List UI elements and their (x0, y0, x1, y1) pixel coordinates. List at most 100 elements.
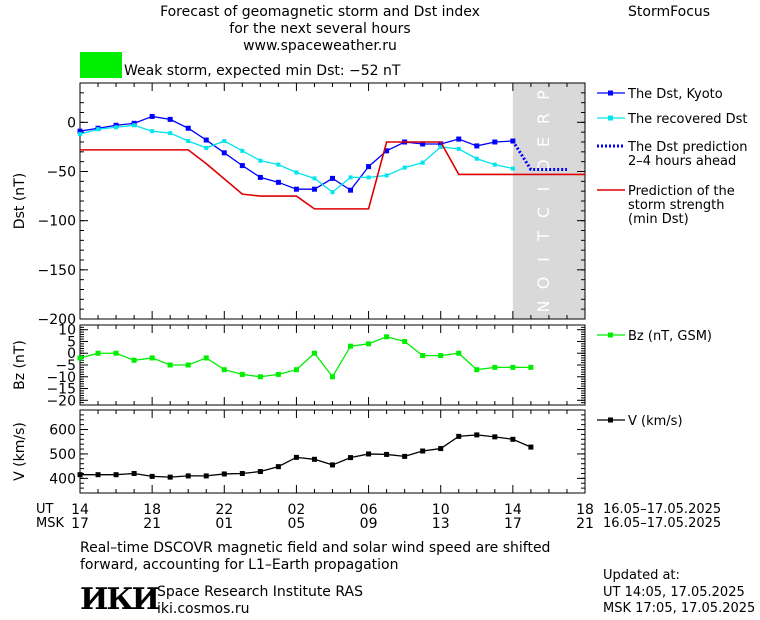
ut-tick-label: 02 (288, 502, 306, 518)
prediction-letter: R (534, 113, 553, 124)
data-point (185, 125, 191, 131)
propagation-note-line-2: forward, accounting for L1–Earth propaga… (80, 557, 399, 573)
data-point (384, 148, 390, 154)
data-point (239, 163, 245, 169)
data-point (311, 456, 317, 462)
ut-axis-label: UT (36, 502, 54, 517)
msk-tick-label: 17 (71, 516, 89, 532)
data-point (131, 470, 137, 476)
data-point (131, 357, 137, 363)
data-point (438, 446, 444, 452)
data-point (330, 190, 335, 195)
data-point (257, 469, 263, 475)
plot-frame (79, 82, 586, 320)
ut-date-range: 16.05–17.05.2025 (603, 502, 722, 517)
data-point (402, 338, 408, 344)
storm-status-text: Weak storm, expected min Dst: −52 nT (124, 63, 401, 79)
data-point (167, 116, 173, 122)
data-point (221, 471, 227, 477)
iki-logo: ИКИ (80, 582, 160, 617)
ut-tick-label: 18 (143, 502, 161, 518)
data-point (330, 175, 335, 181)
legend-storm-strength-text: storm strength (628, 198, 725, 213)
series-line (79, 115, 513, 192)
series-line (79, 124, 513, 193)
data-point (257, 374, 263, 380)
data-point (203, 137, 209, 143)
series-line (80, 141, 585, 210)
msk-tick-label: 17 (504, 516, 522, 532)
data-point (474, 156, 479, 161)
legend-dst-kyoto-marker (608, 90, 613, 96)
prediction-letter: C (534, 207, 553, 218)
data-point (402, 453, 408, 459)
data-point (456, 433, 462, 439)
data-point (293, 186, 299, 192)
data-point (420, 160, 425, 165)
data-point (239, 470, 245, 476)
series-line (511, 140, 567, 172)
data-point (384, 334, 390, 340)
legend-recovered-dst-text: The recovered Dst (627, 112, 747, 127)
data-point (149, 113, 155, 119)
prediction-letter: P (534, 90, 553, 100)
data-point (257, 174, 263, 180)
chart-title-line-2: for the next several hours (229, 21, 411, 37)
y-tick-label: 0 (67, 115, 76, 131)
data-point (456, 350, 462, 356)
prediction-letter: I (534, 187, 553, 192)
data-point (276, 162, 281, 167)
ut-tick-label: 18 (576, 502, 594, 518)
data-point (366, 341, 372, 347)
data-point (77, 128, 83, 134)
prediction-letter: E (534, 137, 553, 147)
data-point (203, 473, 209, 479)
y-tick-label: 400 (49, 471, 76, 487)
y-tick-label: −100 (38, 214, 76, 230)
updated-ut: UT 14:05, 17.05.2025 (603, 585, 745, 600)
data-point (275, 371, 281, 377)
institute-website[interactable]: iki.cosmos.ru (157, 601, 250, 617)
y-tick-label: 600 (49, 423, 76, 439)
data-point (492, 139, 498, 145)
ut-tick-label: 14 (71, 502, 89, 518)
y-axis-title: V (km/s) (12, 422, 28, 481)
msk-tick-label: 01 (215, 516, 233, 532)
msk-tick-label: 05 (288, 516, 306, 532)
data-point (366, 175, 371, 180)
ut-tick-label: 14 (504, 502, 522, 518)
legend-dst-kyoto-text: The Dst, Kyoto (627, 87, 723, 102)
data-point (167, 474, 173, 480)
data-point (168, 131, 173, 136)
data-point (113, 350, 119, 356)
data-point (330, 462, 335, 468)
data-point (420, 353, 426, 359)
data-point (366, 451, 372, 457)
y-tick-label: 5 (67, 334, 76, 350)
data-point (77, 472, 83, 478)
data-point (348, 187, 354, 193)
plot-frame (79, 324, 586, 406)
data-point (78, 132, 82, 137)
data-point (77, 355, 83, 361)
data-point (420, 448, 426, 454)
data-point (203, 355, 209, 361)
data-point (167, 362, 173, 368)
data-point (384, 451, 390, 457)
msk-axis-label: MSK (36, 516, 64, 531)
data-point (438, 141, 444, 147)
ut-tick-label: 10 (432, 502, 450, 518)
website-link[interactable]: www.spaceweather.ru (243, 38, 397, 54)
data-point (186, 139, 191, 144)
data-point (492, 364, 498, 370)
brand-name: StormFocus (628, 4, 711, 20)
data-point (239, 371, 245, 377)
legend-bz-marker (608, 332, 613, 338)
data-point (438, 144, 443, 149)
data-point (474, 143, 480, 149)
data-point (258, 158, 263, 163)
msk-tick-label: 21 (576, 516, 594, 532)
storm-level-swatch (80, 52, 122, 78)
data-point (456, 146, 461, 151)
